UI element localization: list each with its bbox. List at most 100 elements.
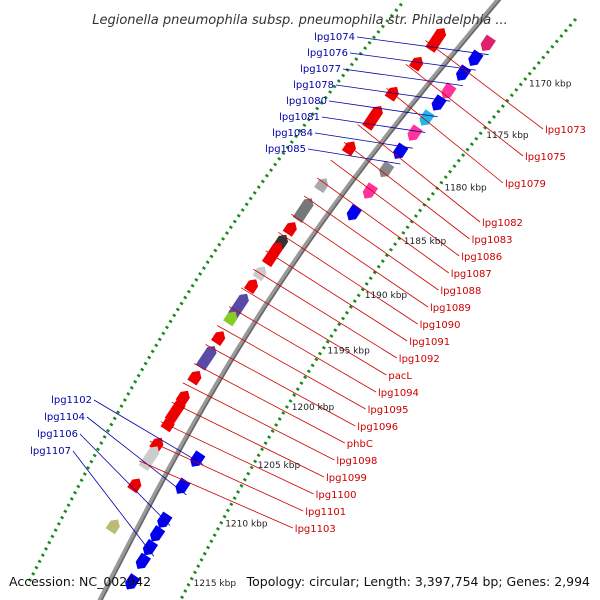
reverse-gene [252,266,267,282]
outer-tick-dot [299,381,304,386]
inner-tick-dot [66,503,71,508]
forward-gene [135,552,151,569]
outer-tick-dot [360,287,365,292]
reverse-gene [408,56,424,72]
inner-tick-dot [28,578,33,583]
outer-tick-dot [183,589,188,593]
reverse-gene-arrow [252,266,267,282]
outer-tick-dot [352,299,357,304]
reverse-gene [164,399,186,424]
reverse-gene-label: lpg1092 [399,354,440,365]
outer-tick-dot [527,71,532,76]
forward-gene-arrow [480,34,496,52]
forward-gene-label: lpg1081 [279,112,320,123]
outer-tick-dot [418,208,423,213]
inner-tick-dot [240,208,245,212]
reverse-gene-label: lpg1094 [378,388,419,399]
inner-tick-dot [44,546,49,551]
outer-tick-dot [274,423,279,427]
inner-tick-dot [201,266,206,270]
inner-tick-dot [99,441,104,445]
outer-tick-dot [397,236,402,241]
topology-text: Topology: circular; Length: 3,397,754 bp… [246,574,590,589]
inner-tick-dot [232,219,237,224]
inner-tick-dot [102,435,107,439]
inner-tick-dot [277,156,282,161]
outer-tick-dot [536,60,541,65]
reverse-label-leader [205,344,356,427]
inner-tick-dot [116,410,121,415]
reverse-gene-arrow [243,279,259,295]
inner-tick-dot [198,272,203,276]
outer-tick-dot [189,576,194,581]
inner-tick-dot [133,379,138,384]
inner-tick-dot [376,29,381,34]
inner-tick-dot [179,301,184,306]
forward-gene-arrow [175,477,191,494]
inner-tick-dot [82,472,87,476]
forward-label-leader [335,84,451,102]
outer-tick-dot [199,558,204,562]
reverse-label-leader [193,363,345,444]
kbp-tick-label: 1190 kbp [365,291,408,301]
inner-tick-dot [47,540,52,545]
inner-tick-dot [341,73,346,78]
inner-tick-dot [273,162,278,167]
outer-tick-dot [263,441,268,446]
kbp-tick-label: 1205 kbp [258,461,301,471]
forward-gene [468,49,484,66]
outer-tick-dot [469,142,474,147]
inner-tick-dot [86,465,91,470]
inner-tick-dot [168,319,173,324]
outer-tick-dot [430,191,435,196]
inner-tick-dot [217,242,222,247]
outer-tick-dot [321,345,326,350]
forward-gene-arrow [407,124,423,141]
outer-tick-dot [246,471,251,476]
inner-tick-dot [394,8,399,13]
outer-tick-dot [518,82,523,87]
forward-gene [407,124,423,141]
outer-tick-dot [239,483,244,488]
forward-gene-arrow [455,64,472,81]
outer-tick-dot [284,405,289,409]
forward-gene-arrow [125,573,141,590]
reverse-label-leader [405,64,524,157]
outer-tick-dot [256,453,261,458]
inner-tick-dot [194,277,199,282]
inner-tick-dot [209,254,214,259]
outer-tick-dot [364,282,369,286]
kbp-tick-label: 1200 kbp [292,403,335,413]
forward-gene [419,109,435,126]
reverse-gene-arrow [175,390,190,406]
outer-tick-dot [505,98,510,103]
inner-tick-dot [298,128,303,133]
forward-gene-arrow [135,552,151,569]
kbp-tick-label: 1185 kbp [404,237,447,247]
reverse-gene-arrow [164,399,186,424]
reverse-gene-arrow [314,178,329,194]
reverse-gene-label: lpg1099 [326,473,367,484]
reverse-label-leader [386,87,504,184]
reverse-gene [282,222,297,237]
inner-tick-dot [175,307,180,312]
inner-tick-dot [126,392,131,396]
outer-tick-dot [306,369,311,374]
outer-tick-dot [541,55,546,60]
outer-tick-dot [368,276,373,281]
inner-tick-dot [372,35,377,40]
outer-tick-dot [572,17,577,22]
outer-tick-dot [550,44,555,49]
inner-tick-dot [224,231,229,235]
inner-tick-dot [385,19,390,23]
inner-tick-dot [89,459,94,464]
inner-tick-dot [172,313,177,318]
inner-tick-dot [315,106,320,111]
forward-gene-label: lpg1084 [272,128,313,139]
reverse-gene [149,437,164,453]
inner-tick-dot [164,325,169,330]
forward-gene-arrow [468,49,484,66]
reverse-gene-label: lpg1075 [525,152,566,163]
reverse-gene [195,345,217,371]
